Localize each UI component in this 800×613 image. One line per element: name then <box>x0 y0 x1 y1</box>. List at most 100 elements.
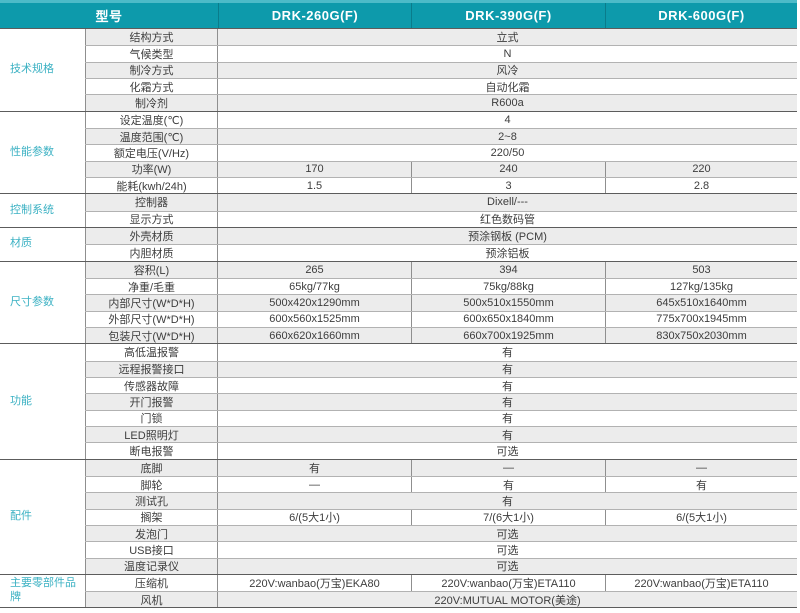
table-row: 外壳材质 预涂钢板 (PCM) <box>85 227 797 245</box>
param-label: 开门报警 <box>85 394 218 410</box>
table-row: 温度记录仪 可选 <box>85 557 797 574</box>
param-label: 净重/毛重 <box>85 278 218 295</box>
param-label: 脚轮 <box>85 476 218 493</box>
value-cell: 600x560x1525mm <box>269 313 360 326</box>
param-label: 控制器 <box>85 194 218 211</box>
param-label: 断电报警 <box>85 443 218 459</box>
table-row: 断电报警 可选 <box>85 442 797 459</box>
param-label: 显示方式 <box>85 211 218 227</box>
table-row: 发泡门 可选 <box>85 524 797 542</box>
param-label: 高低温报警 <box>85 344 218 361</box>
value-cell: 127kg/135kg <box>605 278 797 295</box>
table-section: 功能 高低温报警有远程报警接口有传感器故障有开门报警有门锁有 LED照明灯有断电报警… <box>0 343 797 459</box>
value-cell: 2.8 <box>605 177 797 194</box>
model-column-header: 型号 <box>95 9 123 24</box>
value-span-cell: 可选 <box>496 544 519 557</box>
value-span-cell: 红色数码管 <box>480 214 535 227</box>
table-row: 设定温度(℃) 4 <box>85 111 797 128</box>
value-span-cell: 有 <box>502 347 513 360</box>
param-label: 发泡门 <box>85 525 218 542</box>
param-label: 压缩机 <box>85 574 218 592</box>
value-cell: 394 <box>411 261 605 278</box>
table-row: 内部尺寸(W*D*H) 500x420x1290mm 500x510x1550mm 6… <box>85 294 797 311</box>
value-cell: 503 <box>605 261 797 278</box>
value-cell: 240 <box>411 161 605 177</box>
table-row: 气候类型 N <box>85 45 797 62</box>
value-cell: — <box>309 478 320 491</box>
value-cell: 220V:wanbao(万宝)ETA110 <box>411 574 605 592</box>
table-row: 功率(W) 170 240 220 <box>85 160 797 177</box>
value-cell: 500x510x1550mm <box>411 295 605 311</box>
table-row: 远程报警接口 有 <box>85 360 797 377</box>
param-label: 远程报警接口 <box>85 361 218 377</box>
param-label: 外壳材质 <box>85 227 218 245</box>
table-row: 温度范围(℃) 2~8 <box>85 127 797 145</box>
value-cell: 645x510x1640mm <box>605 295 797 311</box>
param-label: 底脚 <box>85 459 218 476</box>
value-span-cell: Dixell/--- <box>487 196 528 209</box>
category-label: 配件 <box>0 459 85 574</box>
table-row: 底脚 有 — — <box>85 459 797 476</box>
param-label: 额定电压(V/Hz) <box>85 145 218 161</box>
value-cell: 有 <box>605 476 797 493</box>
value-span-cell: 220V:MUTUAL MOTOR(美途) <box>434 594 581 607</box>
table-section: 性能参数 设定温度(℃) 4 温度范围(℃) 2~8 额定电压(V/Hz) 220/50 功率… <box>0 110 797 194</box>
table-row: 传感器故障 有 <box>85 376 797 394</box>
value-span-cell: 220/50 <box>490 146 525 159</box>
section-rows: 底脚有 — — 脚轮 — 有有测试孔有搁架 6/(5大1小) 7/(6大1小) 6/(5大1小)… <box>85 459 797 574</box>
table-row: 风机 220V:MUTUAL MOTOR(美途) <box>85 591 797 608</box>
value-cell: 7/(6大1小) <box>411 509 605 525</box>
category-label: 主要零部件品牌 <box>0 574 85 608</box>
value-cell: — <box>605 459 797 476</box>
table-row: USB接口 可选 <box>85 541 797 558</box>
table-row: 高低温报警 有 <box>85 344 797 361</box>
section-rows: 结构方式 立式 气候类型 N 制冷方式 风冷 化霜方式 自动化霜 制冷剂 R600a <box>85 29 797 111</box>
category-label: 尺寸参数 <box>0 261 85 344</box>
category-label: 技术规格 <box>0 29 85 111</box>
table-row: 净重/毛重 65kg/77kg 75kg/88kg 127kg/135kg <box>85 277 797 295</box>
value-span-cell: N <box>503 47 512 60</box>
value-cell: 170 <box>305 163 324 176</box>
header-model-cell: DRK-600G(F) <box>605 3 797 28</box>
value-span-cell: 可选 <box>496 445 519 458</box>
value-span-cell: 有 <box>502 413 513 426</box>
header-model-cell: DRK-390G(F) <box>411 3 605 28</box>
param-label: LED照明灯 <box>85 426 218 443</box>
table-section: 尺寸参数 容积(L) 265 394 503 净重/毛重 65kg/77kg 75kg/88k… <box>0 260 797 344</box>
param-label: 风机 <box>85 592 218 608</box>
value-cell: 660x700x1925mm <box>411 327 605 344</box>
param-label: 功率(W) <box>85 161 218 177</box>
table-row: 能耗(kwh/24h) 1.5 3 2.8 <box>85 176 797 194</box>
value-cell: 600x650x1840mm <box>411 311 605 327</box>
param-label: 温度范围(℃) <box>85 128 218 145</box>
value-cell: 6/(5大1小) <box>289 512 340 525</box>
category-label: 控制系统 <box>0 194 85 227</box>
table-body: 技术规格 结构方式 立式 气候类型 N 制冷方式 风冷 化霜方式 自动化霜 制冷剂 R600a 性能参… <box>0 28 797 608</box>
param-label: 结构方式 <box>85 29 218 46</box>
param-label: 内部尺寸(W*D*H) <box>85 295 218 311</box>
table-section: 材质 外壳材质 预涂钢板 (PCM) 内胆材质 预涂铝板 <box>0 226 797 261</box>
param-label: USB接口 <box>85 542 218 558</box>
value-cell: 6/(5大1小) <box>605 509 797 525</box>
table-row: 结构方式 立式 <box>85 29 797 46</box>
param-label: 测试孔 <box>85 493 218 509</box>
table-row: 测试孔 有 <box>85 492 797 509</box>
value-cell: 265 <box>305 263 324 276</box>
table-section: 技术规格 结构方式 立式 气候类型 N 制冷方式 风冷 化霜方式 自动化霜 制冷剂 R600a <box>0 28 797 111</box>
value-cell: 660x620x1660mm <box>269 329 360 342</box>
value-span-cell: 可选 <box>496 561 519 574</box>
value-span-cell: 有 <box>502 429 513 442</box>
table-row: 脚轮 — 有有 <box>85 475 797 493</box>
value-cell: 220V:wanbao(万宝)ETA110 <box>605 574 797 592</box>
value-span-cell: 可选 <box>496 528 519 541</box>
value-cell: 220V:wanbao(万宝)EKA80 <box>249 577 380 590</box>
value-span-cell: 立式 <box>496 32 519 45</box>
table-row: 制冷剂 R600a <box>85 94 797 111</box>
section-rows: 设定温度(℃) 4 温度范围(℃) 2~8 额定电压(V/Hz) 220/50 功率(W) 1… <box>85 111 797 194</box>
param-label: 包装尺寸(W*D*H) <box>85 327 218 344</box>
table-row: 内胆材质 预涂铝板 <box>85 244 797 261</box>
table-row: 门锁 有 <box>85 409 797 426</box>
table-row: 包装尺寸(W*D*H) 660x620x1660mm 660x700x1925mm 8… <box>85 326 797 344</box>
header-model-cell: DRK-260G(F) <box>218 3 411 28</box>
section-rows: 高低温报警有远程报警接口有传感器故障有开门报警有门锁有 LED照明灯有断电报警 可选 <box>85 344 797 459</box>
